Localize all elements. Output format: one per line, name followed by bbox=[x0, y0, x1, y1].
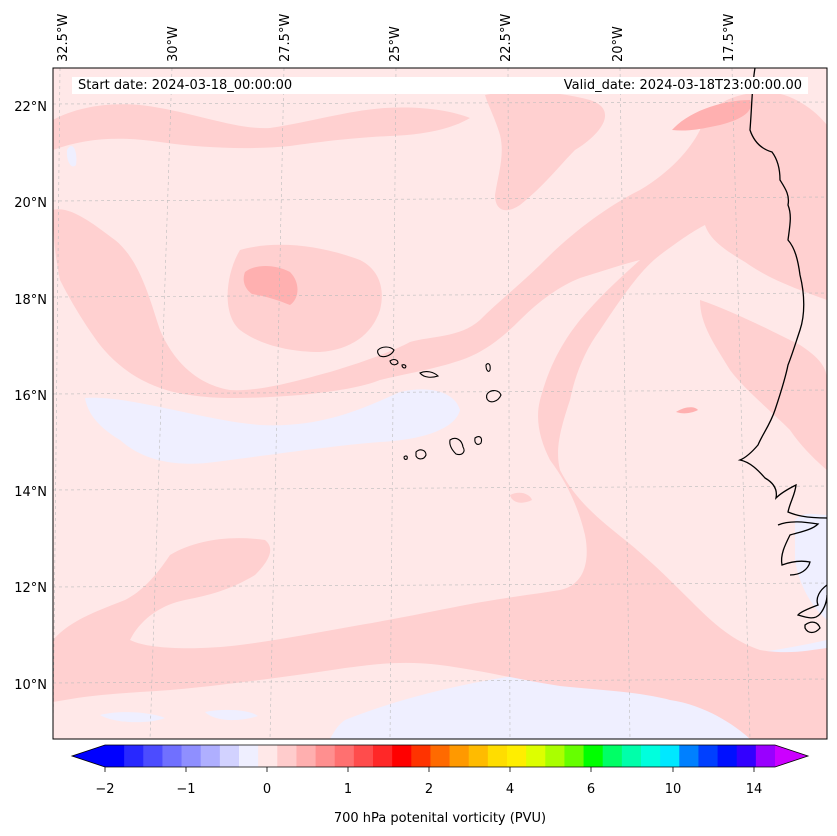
colorbar-cell bbox=[679, 745, 699, 767]
colorbar-cell bbox=[621, 745, 642, 767]
colorbar-cell bbox=[449, 745, 470, 767]
colorbar-label: 700 hPa potenital vorticity (PVU) bbox=[334, 811, 546, 826]
colorbar-cell bbox=[334, 745, 355, 767]
lat-label: 14°N bbox=[14, 485, 47, 500]
colorbar-cell bbox=[124, 745, 144, 767]
colorbar-cell bbox=[373, 745, 393, 767]
colorbar-cell bbox=[430, 745, 450, 767]
colorbar-tick-label: 10 bbox=[665, 782, 682, 797]
coastlines bbox=[737, 68, 827, 634]
colorbar-cell bbox=[717, 745, 738, 767]
colorbar-cell bbox=[315, 745, 336, 767]
pv-field bbox=[53, 68, 827, 739]
colorbar-tick-label: −2 bbox=[95, 782, 114, 797]
colorbar-cell bbox=[641, 745, 661, 767]
lon-label: 20°W bbox=[611, 26, 626, 62]
grid-line bbox=[149, 68, 173, 739]
colorbar-cell bbox=[583, 745, 604, 767]
lat-label: 16°N bbox=[14, 389, 47, 404]
colorbar-cell bbox=[736, 745, 757, 767]
colorbar-cell bbox=[507, 745, 527, 767]
higher-pv-patches bbox=[243, 100, 751, 414]
colorbar-cell bbox=[602, 745, 623, 767]
positive-pv-bands bbox=[53, 91, 827, 739]
lon-label: 30°W bbox=[166, 26, 181, 62]
colorbar-cell bbox=[239, 745, 259, 767]
cape-verde-islands bbox=[377, 346, 502, 460]
colorbar-cell bbox=[200, 745, 221, 767]
latitude-labels: 22°N 20°N 18°N 16°N 14°N 12°N 10°N bbox=[14, 100, 47, 693]
colorbar-cell bbox=[468, 745, 489, 767]
colorbar-cell bbox=[277, 745, 297, 767]
colorbar-cell bbox=[755, 745, 776, 767]
grid-line bbox=[53, 68, 61, 739]
start-date: Start date: 2024-03-18_00:00:00 bbox=[78, 78, 293, 93]
lon-label: 32.5°W bbox=[56, 14, 71, 62]
lat-label: 10°N bbox=[14, 678, 47, 693]
longitude-labels: 32.5°W 30°W 27.5°W 25°W 22.5°W 20°W 17.5… bbox=[56, 14, 737, 62]
grid-line bbox=[269, 68, 285, 739]
colorbar: −2 −1 0 1 2 4 6 10 14 700 hPa potenital … bbox=[70, 744, 810, 826]
grid-line bbox=[507, 68, 511, 739]
colorbar-extend-low bbox=[72, 745, 105, 767]
colorbar-cell bbox=[105, 745, 125, 767]
colorbar-cell bbox=[698, 745, 718, 767]
colorbar-cell bbox=[258, 745, 278, 767]
lat-label: 22°N bbox=[14, 100, 47, 115]
colorbar-tick-label: 0 bbox=[263, 782, 271, 797]
colorbar-cell bbox=[296, 745, 316, 767]
lon-label: 22.5°W bbox=[499, 14, 514, 62]
colorbar-cell bbox=[392, 745, 412, 767]
lon-label: 25°W bbox=[388, 26, 403, 62]
colorbar-tick-label: 1 bbox=[344, 782, 352, 797]
colorbar-cell bbox=[181, 745, 202, 767]
colorbar-cell bbox=[487, 745, 508, 767]
lat-label: 20°N bbox=[14, 196, 47, 211]
map-frame bbox=[52, 67, 828, 740]
lat-label: 18°N bbox=[14, 293, 47, 308]
colorbar-tick-label: 6 bbox=[587, 782, 595, 797]
lon-label: 27.5°W bbox=[278, 14, 293, 62]
colorbar-tick-label: 4 bbox=[506, 782, 514, 797]
colorbar-cell bbox=[526, 745, 546, 767]
colorbar-tick-label: 2 bbox=[425, 782, 433, 797]
colorbar-cells bbox=[105, 745, 776, 767]
valid-date: Valid_date: 2024-03-18T23:00:00.00 bbox=[563, 78, 802, 93]
colorbar-ticks: −2 −1 0 1 2 4 6 10 14 bbox=[95, 767, 762, 797]
grid-line bbox=[731, 68, 751, 739]
graticule bbox=[53, 68, 827, 739]
colorbar-extend-high bbox=[775, 745, 808, 767]
colorbar-cell bbox=[660, 745, 680, 767]
colorbar-cell bbox=[353, 745, 374, 767]
lat-label: 12°N bbox=[14, 581, 47, 596]
lon-label: 17.5°W bbox=[722, 14, 737, 62]
colorbar-tick-label: −1 bbox=[176, 782, 195, 797]
grid-line bbox=[619, 68, 631, 739]
colorbar-cell bbox=[564, 745, 584, 767]
grid-line bbox=[389, 68, 397, 739]
colorbar-cell bbox=[143, 745, 163, 767]
colorbar-cell bbox=[219, 745, 240, 767]
colorbar-tick-label: 14 bbox=[746, 782, 763, 797]
colorbar-cell bbox=[162, 745, 182, 767]
colorbar-cell bbox=[545, 745, 565, 767]
colorbar-cell bbox=[411, 745, 431, 767]
date-info-bar: Start date: 2024-03-18_00:00:00 Valid_da… bbox=[72, 77, 808, 94]
